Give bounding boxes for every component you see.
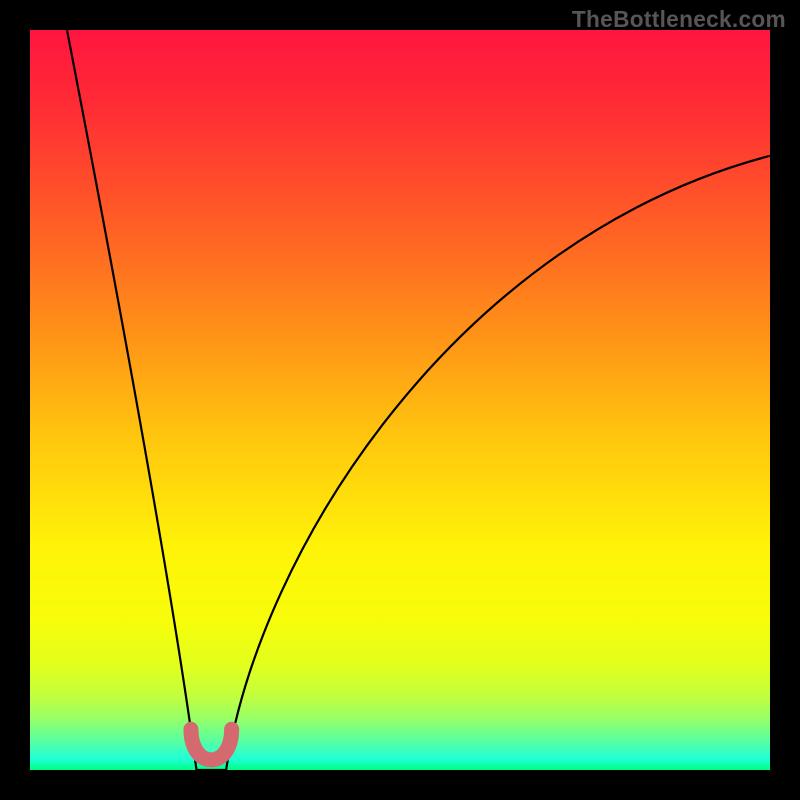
chart-root: TheBottleneck.com <box>0 0 800 800</box>
plot-area <box>30 30 770 770</box>
plot-svg <box>30 30 770 770</box>
gradient-background <box>30 30 770 770</box>
watermark-text: TheBottleneck.com <box>572 6 786 33</box>
